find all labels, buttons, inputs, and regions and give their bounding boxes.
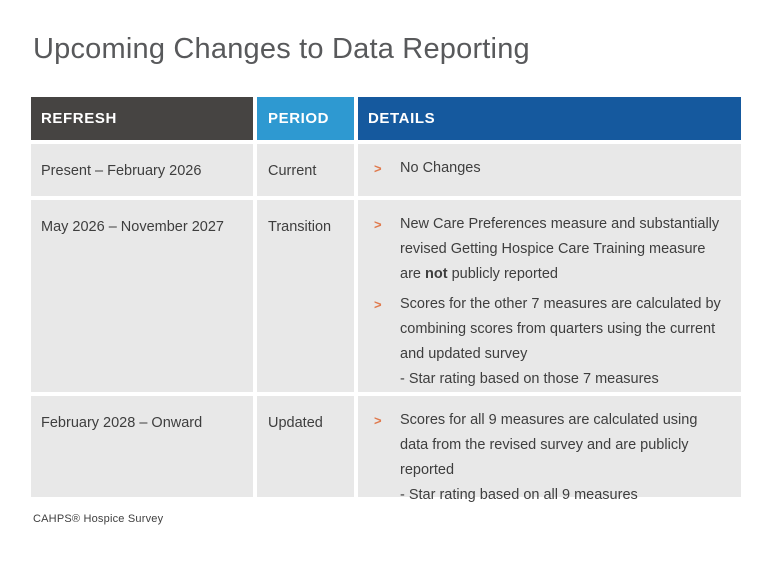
table-row-2-period-cell: Transition bbox=[257, 200, 354, 392]
table-row-2-details-cell: > New Care Preferences measure and subst… bbox=[358, 200, 741, 392]
detail-subline: - Star rating based on all 9 measures bbox=[400, 487, 638, 503]
table-row-3-details-cell: > Scores for all 9 measures are calculat… bbox=[358, 396, 741, 503]
column-header-details-label: DETAILS bbox=[368, 110, 436, 127]
arrow-bullet-icon: > bbox=[374, 413, 382, 428]
column-header-details: DETAILS bbox=[358, 97, 741, 140]
column-header-period-label: PERIOD bbox=[268, 110, 330, 127]
table-row-1-refresh-cell: Present – February 2026 bbox=[31, 144, 253, 196]
detail-text: No Changes bbox=[400, 160, 481, 176]
detail-text-post: publicly reported bbox=[447, 266, 558, 282]
column-header-refresh: REFRESH bbox=[31, 97, 253, 140]
detail-text: New Care Preferences measure and substan… bbox=[400, 212, 728, 287]
detail-text: Scores for the other 7 measures are calc… bbox=[400, 292, 728, 392]
page-title: Upcoming Changes to Data Reporting bbox=[33, 33, 530, 65]
refresh-value: Present – February 2026 bbox=[41, 163, 202, 179]
table-row-3-refresh-cell: February 2028 – Onward bbox=[31, 396, 253, 497]
detail-bullet: > New Care Preferences measure and subst… bbox=[374, 212, 733, 287]
arrow-bullet-icon: > bbox=[374, 161, 382, 176]
detail-subline: - Star rating based on those 7 measures bbox=[400, 371, 659, 387]
arrow-bullet-icon: > bbox=[374, 297, 382, 312]
column-header-period: PERIOD bbox=[257, 97, 354, 140]
table-row-2-refresh-cell: May 2026 – November 2027 bbox=[31, 200, 253, 392]
period-value: Current bbox=[268, 163, 317, 179]
detail-text-main: Scores for the other 7 measures are calc… bbox=[400, 296, 721, 362]
detail-text-main: Scores for all 9 measures are calculated… bbox=[400, 412, 698, 478]
period-value: Transition bbox=[268, 219, 332, 235]
detail-bullet: > Scores for the other 7 measures are ca… bbox=[374, 292, 733, 392]
data-table: REFRESH PERIOD DETAILS Present – Februar… bbox=[31, 97, 741, 503]
table-row-1-details-cell: > No Changes bbox=[358, 144, 741, 196]
period-value: Updated bbox=[268, 415, 323, 431]
detail-text-bold: not bbox=[425, 266, 448, 282]
refresh-value: February 2028 – Onward bbox=[41, 415, 203, 431]
detail-text: Scores for all 9 measures are calculated… bbox=[400, 408, 728, 508]
table-row-3-period-cell: Updated bbox=[257, 396, 354, 497]
arrow-bullet-icon: > bbox=[374, 217, 382, 232]
detail-bullet: > No Changes bbox=[374, 156, 733, 181]
table-row-1-period-cell: Current bbox=[257, 144, 354, 196]
refresh-value: May 2026 – November 2027 bbox=[41, 219, 224, 235]
footer-text: CAHPS® Hospice Survey bbox=[33, 513, 164, 525]
detail-text-pre: New Care Preferences measure and substan… bbox=[400, 216, 720, 282]
column-header-refresh-label: REFRESH bbox=[41, 110, 117, 127]
detail-bullet: > Scores for all 9 measures are calculat… bbox=[374, 408, 733, 508]
